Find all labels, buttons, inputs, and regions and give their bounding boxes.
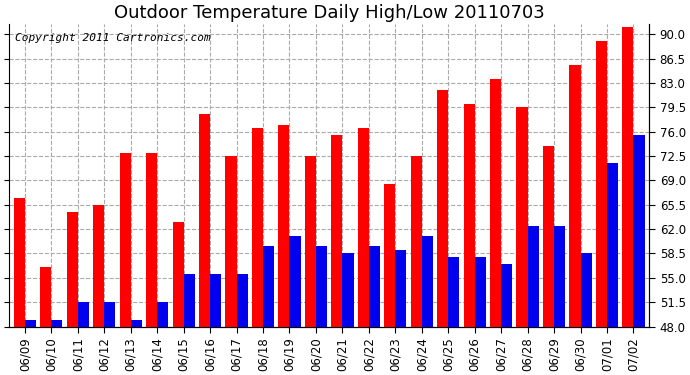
Bar bbox=[528, 226, 539, 327]
Bar bbox=[119, 153, 130, 327]
Bar bbox=[596, 41, 607, 327]
Bar bbox=[78, 302, 89, 327]
Bar bbox=[342, 254, 353, 327]
Bar bbox=[384, 184, 395, 327]
Bar bbox=[263, 246, 274, 327]
Title: Outdoor Temperature Daily High/Low 20110703: Outdoor Temperature Daily High/Low 20110… bbox=[114, 4, 544, 22]
Bar bbox=[184, 274, 195, 327]
Bar bbox=[554, 226, 565, 327]
Bar bbox=[237, 274, 248, 327]
Bar bbox=[357, 128, 369, 327]
Bar bbox=[130, 320, 142, 327]
Bar bbox=[622, 27, 633, 327]
Bar bbox=[40, 267, 51, 327]
Bar bbox=[93, 205, 104, 327]
Bar bbox=[210, 274, 221, 327]
Bar bbox=[146, 153, 157, 327]
Bar bbox=[517, 107, 528, 327]
Bar bbox=[25, 320, 36, 327]
Bar bbox=[14, 198, 25, 327]
Bar bbox=[51, 320, 63, 327]
Bar bbox=[580, 254, 591, 327]
Bar bbox=[569, 66, 580, 327]
Bar bbox=[464, 104, 475, 327]
Text: Copyright 2011 Cartronics.com: Copyright 2011 Cartronics.com bbox=[15, 33, 211, 43]
Bar bbox=[490, 80, 501, 327]
Bar bbox=[226, 156, 237, 327]
Bar bbox=[252, 128, 263, 327]
Bar bbox=[448, 257, 460, 327]
Bar bbox=[369, 246, 380, 327]
Bar bbox=[305, 156, 316, 327]
Bar bbox=[411, 156, 422, 327]
Bar bbox=[633, 135, 644, 327]
Bar bbox=[331, 135, 342, 327]
Bar bbox=[475, 257, 486, 327]
Bar bbox=[278, 124, 290, 327]
Bar bbox=[104, 302, 115, 327]
Bar bbox=[422, 236, 433, 327]
Bar bbox=[437, 90, 448, 327]
Bar bbox=[395, 250, 406, 327]
Bar bbox=[501, 264, 512, 327]
Bar bbox=[172, 222, 184, 327]
Bar bbox=[543, 146, 554, 327]
Bar bbox=[67, 211, 78, 327]
Bar bbox=[199, 114, 210, 327]
Bar bbox=[290, 236, 301, 327]
Bar bbox=[607, 163, 618, 327]
Bar bbox=[157, 302, 168, 327]
Bar bbox=[316, 246, 327, 327]
